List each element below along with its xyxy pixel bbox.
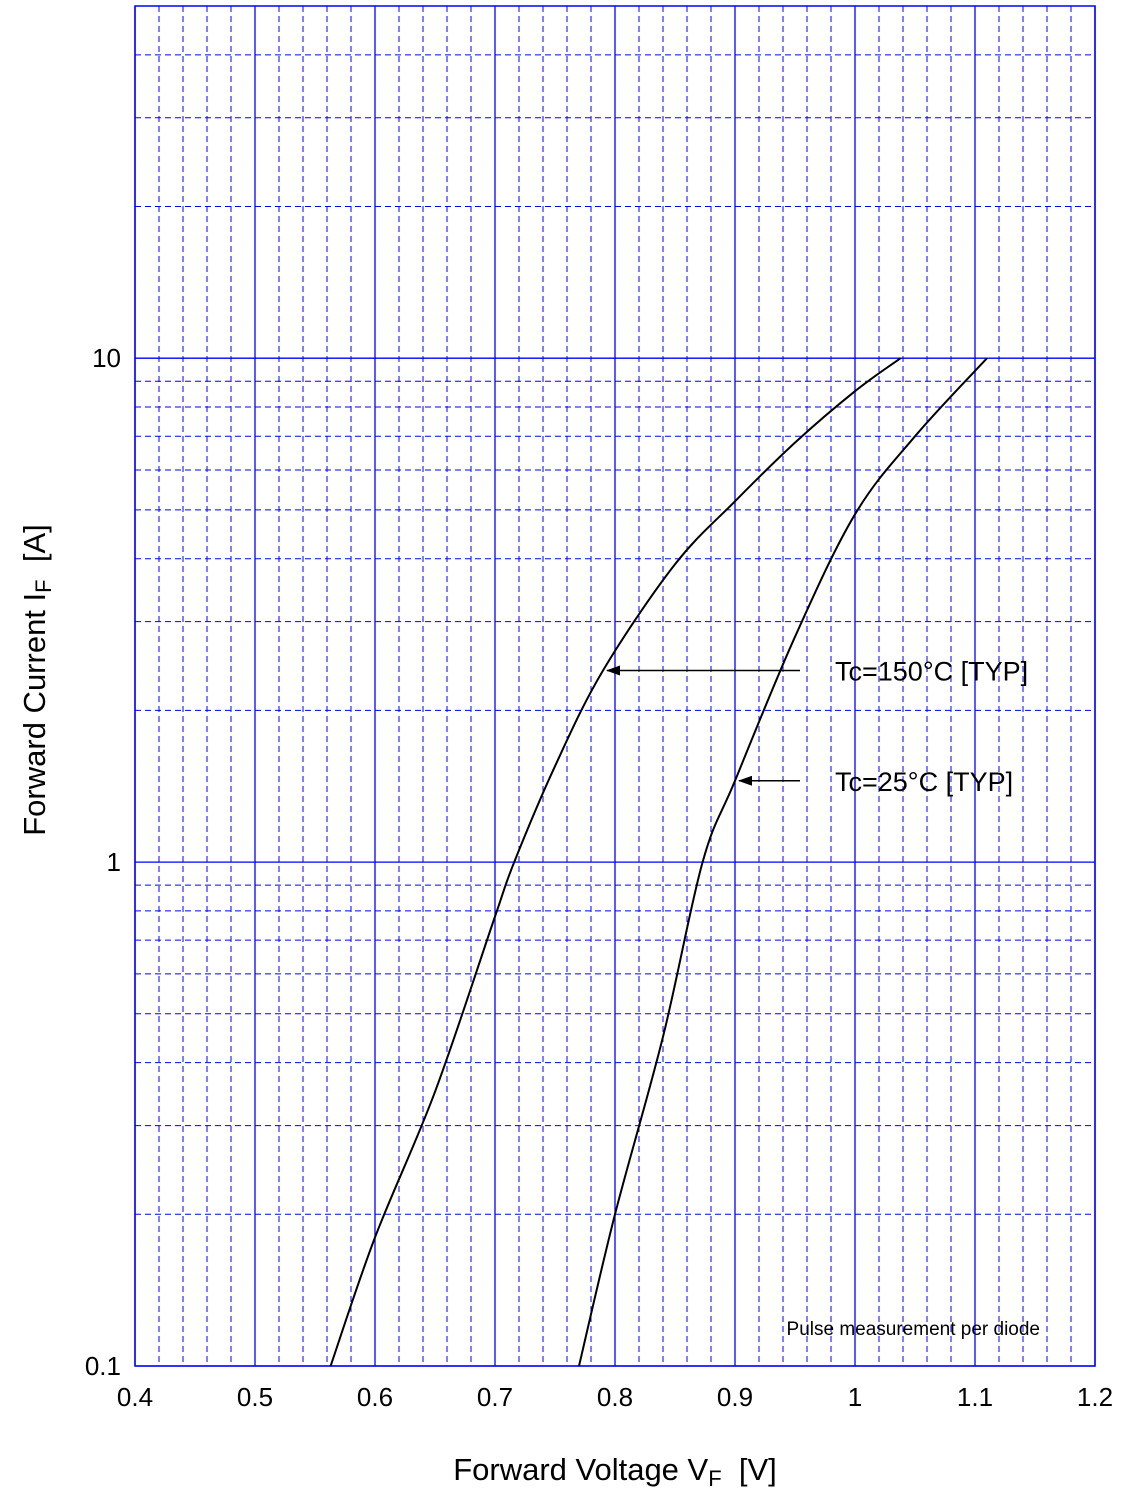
curve-tc-150c	[329, 357, 902, 1367]
x-tick-label: 0.7	[477, 1382, 513, 1412]
x-tick-label: 0.4	[117, 1382, 153, 1412]
x-axis-title-main: Forward Voltage V	[453, 1452, 708, 1487]
curves	[329, 357, 988, 1367]
x-tick-label: 1	[848, 1382, 862, 1412]
grid	[134, 5, 1096, 1367]
y-tick-label: 10	[92, 343, 121, 373]
y-tick-label: 0.1	[85, 1351, 121, 1381]
y-axis-title-subscript: F	[31, 579, 56, 592]
y-axis-title: Forward Current IF [A]	[17, 524, 56, 836]
y-tick-label: 1	[107, 847, 121, 877]
x-axis-title-unit: [V]	[722, 1452, 777, 1487]
x-axis-title-subscript: F	[708, 1466, 721, 1491]
y-axis-title-main: Forward Current I	[17, 593, 52, 836]
x-tick-labels: 0.4 0.5 0.6 0.7 0.8 0.9 1 1.1 1.2	[117, 1382, 1113, 1412]
y-axis-title-unit: [A]	[17, 524, 52, 579]
x-tick-label: 1.1	[957, 1382, 993, 1412]
y-tick-labels: 0.1 1 10	[85, 343, 121, 1381]
x-tick-label: 0.6	[357, 1382, 393, 1412]
plot-area-frame	[134, 5, 1096, 1367]
x-tick-label: 0.8	[597, 1382, 633, 1412]
curve-tc-25c	[578, 357, 988, 1367]
annotation-tc-25c: Tc=25°C [TYP]	[835, 767, 1013, 797]
measurement-note: Pulse measurement per diode	[787, 1319, 1040, 1340]
x-tick-label: 0.9	[717, 1382, 753, 1412]
x-axis-title: Forward Voltage VF [V]	[453, 1452, 777, 1491]
annotations: Tc=150°C [TYP] Tc=25°C [TYP]	[606, 657, 1028, 797]
x-tick-label: 1.2	[1077, 1382, 1113, 1412]
annotation-tc-150c: Tc=150°C [TYP]	[835, 657, 1028, 687]
x-tick-label: 0.5	[237, 1382, 273, 1412]
